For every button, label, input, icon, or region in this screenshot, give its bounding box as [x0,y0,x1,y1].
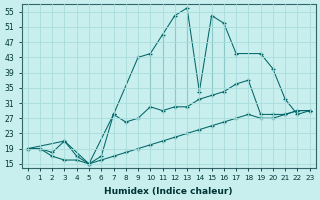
X-axis label: Humidex (Indice chaleur): Humidex (Indice chaleur) [104,187,233,196]
